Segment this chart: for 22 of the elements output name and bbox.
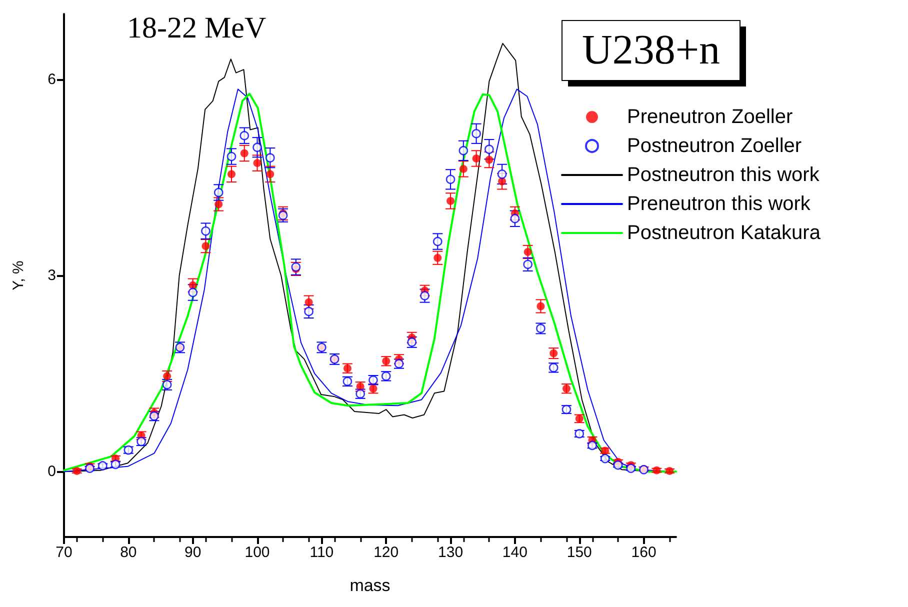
x-tick-label: 100 [244,544,270,561]
x-axis-title: mass [350,576,390,595]
legend-label: Postneutron Zoeller [627,135,802,157]
legend-label: Postneutron Katakura [627,222,822,244]
x-tick-label: 70 [56,544,72,561]
legend-label: Preneutron this work [627,193,812,215]
chart-title: 18-22 MeV [127,12,266,44]
y-axis-title: Y, % [10,260,27,290]
x-tick-label: 90 [184,544,202,561]
legend-label: Preneutron Zoeller [627,106,793,128]
y-tick-label: 0 [48,463,56,480]
y-tick-label: 3 [48,267,56,284]
x-tick-label: 110 [310,544,334,561]
annotation: U238+n [582,28,720,74]
x-tick-label: 160 [631,544,656,561]
x-tick-label: 80 [120,544,137,561]
y-tick-label: 6 [48,70,56,88]
x-tick-label: 150 [566,544,592,561]
x-tick-label: 120 [374,544,399,561]
legend-label: Postneutron this work [627,164,820,186]
x-tick-label: 130 [438,544,464,561]
x-tick-label: 140 [502,544,528,561]
